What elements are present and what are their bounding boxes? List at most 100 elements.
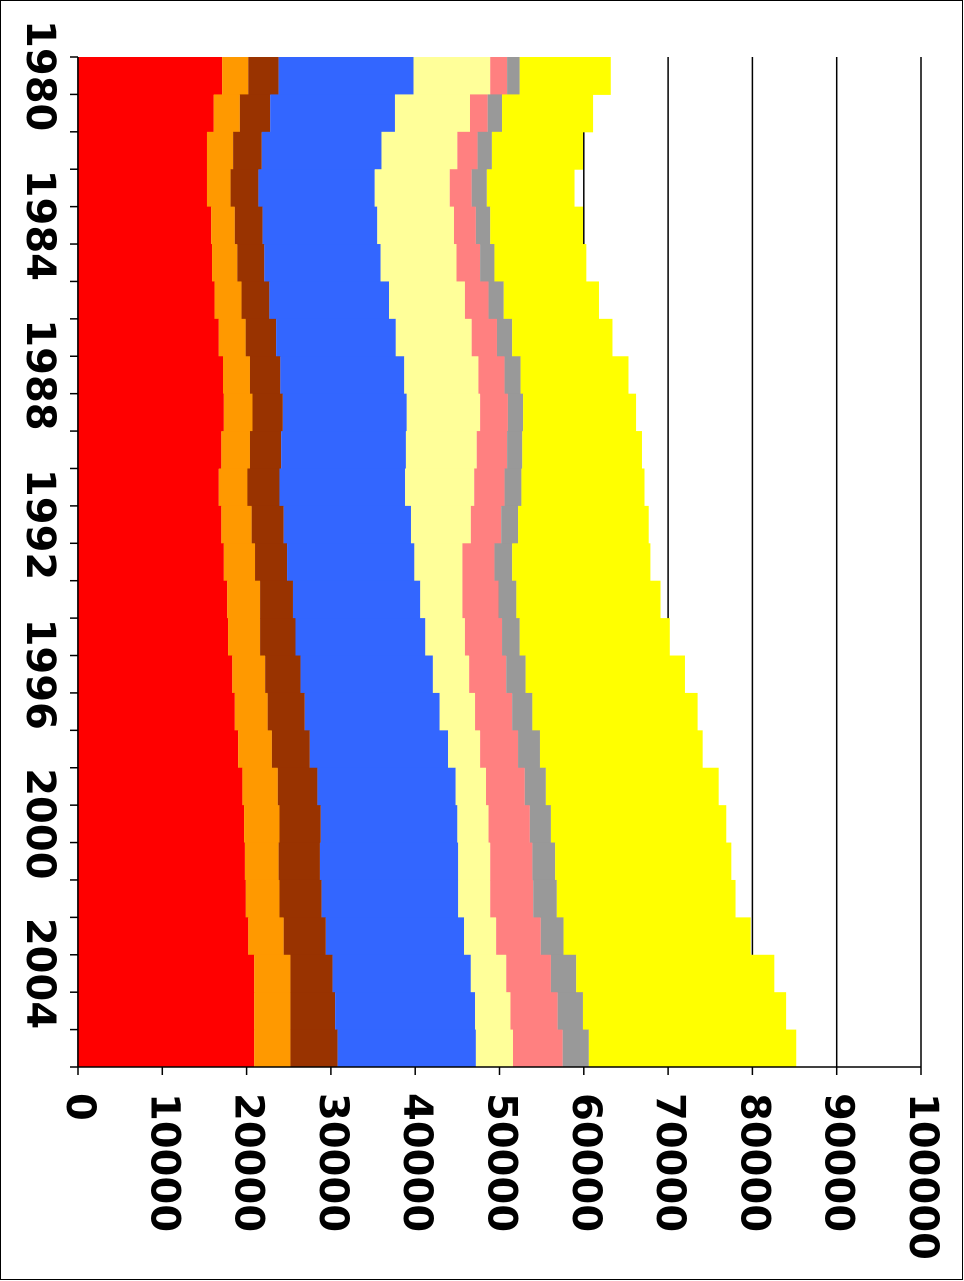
x-tick-label: 20000 — [226, 1093, 272, 1232]
y-tick-label: 1992 — [17, 469, 63, 580]
bar-segment — [425, 618, 465, 657]
bar-segment — [280, 356, 405, 395]
bar-segment — [212, 244, 238, 282]
bar-segment — [476, 431, 508, 469]
bar-segment — [78, 767, 243, 806]
bar-segment — [78, 505, 222, 544]
bar-segment — [501, 505, 519, 544]
bar-segment — [282, 393, 407, 432]
bar-segment — [258, 169, 375, 208]
bar-segment — [539, 730, 703, 769]
bar-segment — [292, 580, 421, 619]
bar-segment — [78, 318, 219, 357]
bar-segment — [78, 655, 233, 694]
bar-segment — [227, 580, 261, 619]
bar-segment — [480, 393, 508, 432]
bar-segment — [277, 767, 318, 806]
x-tick-label: 80000 — [731, 1093, 777, 1232]
bar-segment — [261, 131, 382, 170]
bar-segment — [244, 842, 279, 881]
bar-segment — [78, 992, 255, 1031]
bar-segment — [394, 94, 470, 133]
bar-segment — [496, 318, 513, 357]
bar-segment — [557, 992, 583, 1031]
bar-segment — [488, 805, 530, 844]
bar-segment — [404, 356, 479, 395]
bar-segment — [248, 917, 284, 956]
bar-segment — [518, 730, 540, 769]
y-tick-label: 1988 — [17, 319, 63, 430]
bar-segment — [317, 767, 456, 806]
bar-segment — [490, 206, 583, 245]
bar-segment — [582, 992, 787, 1031]
bar-segment — [78, 842, 245, 881]
x-tick-label: 50000 — [479, 1093, 525, 1232]
bar-segment — [504, 356, 521, 395]
bar-segment — [238, 730, 272, 769]
bar-segment — [265, 655, 301, 694]
bar-segment — [518, 505, 649, 544]
bar-segment — [405, 431, 477, 469]
bar-segment — [218, 468, 248, 507]
bar-segment — [456, 244, 481, 282]
bar-segment — [252, 393, 283, 432]
bar-segment — [78, 580, 228, 619]
bar-segment — [78, 730, 239, 769]
bar-segment — [304, 692, 440, 731]
bar-segment — [249, 431, 282, 469]
bar-segment — [525, 655, 685, 694]
bar-segment — [325, 917, 465, 956]
bar-segment — [480, 244, 495, 282]
bar-segment — [377, 206, 454, 245]
bar-segment — [453, 206, 476, 245]
bar-segment — [233, 131, 262, 170]
bar-segment — [78, 356, 223, 395]
bar-segment — [480, 730, 519, 769]
bar-segment — [494, 543, 513, 582]
bar-segment — [290, 954, 333, 993]
bar-segment — [267, 692, 305, 731]
bar-segment — [78, 281, 215, 320]
bar-segment — [78, 917, 249, 956]
bar-segment — [279, 879, 322, 918]
bar-segment — [264, 244, 381, 282]
bar-segment — [519, 618, 670, 657]
bar-segment — [78, 618, 229, 657]
bar-segment — [381, 131, 458, 170]
bar-segment — [510, 992, 558, 1031]
bar-segment — [520, 356, 629, 395]
bar-segment — [309, 730, 449, 769]
bar-segment — [545, 767, 719, 806]
bar-segment — [262, 206, 378, 245]
bar-segment — [432, 655, 470, 694]
bar-segment — [512, 1029, 563, 1068]
bar-segment — [507, 57, 520, 95]
bar-segment — [287, 543, 415, 582]
bar-segment — [78, 468, 219, 507]
bar-segment — [491, 131, 583, 170]
y-tick-label: 1984 — [17, 170, 63, 281]
bar-segment — [228, 618, 261, 657]
bar-segment — [260, 618, 296, 657]
bar-segment — [213, 94, 240, 133]
bar-segment — [78, 954, 255, 993]
bar-segment — [462, 580, 499, 619]
bar-segment — [457, 131, 478, 170]
bar-segment — [279, 805, 321, 844]
bar-segment — [221, 431, 250, 469]
y-tick-label: 1980 — [17, 20, 63, 131]
bar-segment — [420, 580, 463, 619]
bar-segment — [222, 356, 250, 395]
bar-segment — [477, 131, 492, 170]
bar-segment — [78, 206, 212, 245]
bar-segment — [271, 730, 310, 769]
bar-segment — [555, 842, 732, 881]
bar-segment — [490, 842, 533, 881]
bar-segment — [506, 954, 551, 993]
bar-segment — [457, 805, 489, 844]
bar-segment — [251, 505, 284, 544]
bar-segment — [223, 543, 256, 582]
bar-segment — [439, 692, 476, 731]
bar-segment — [502, 94, 594, 133]
y-tick-label: 2000 — [17, 768, 63, 879]
